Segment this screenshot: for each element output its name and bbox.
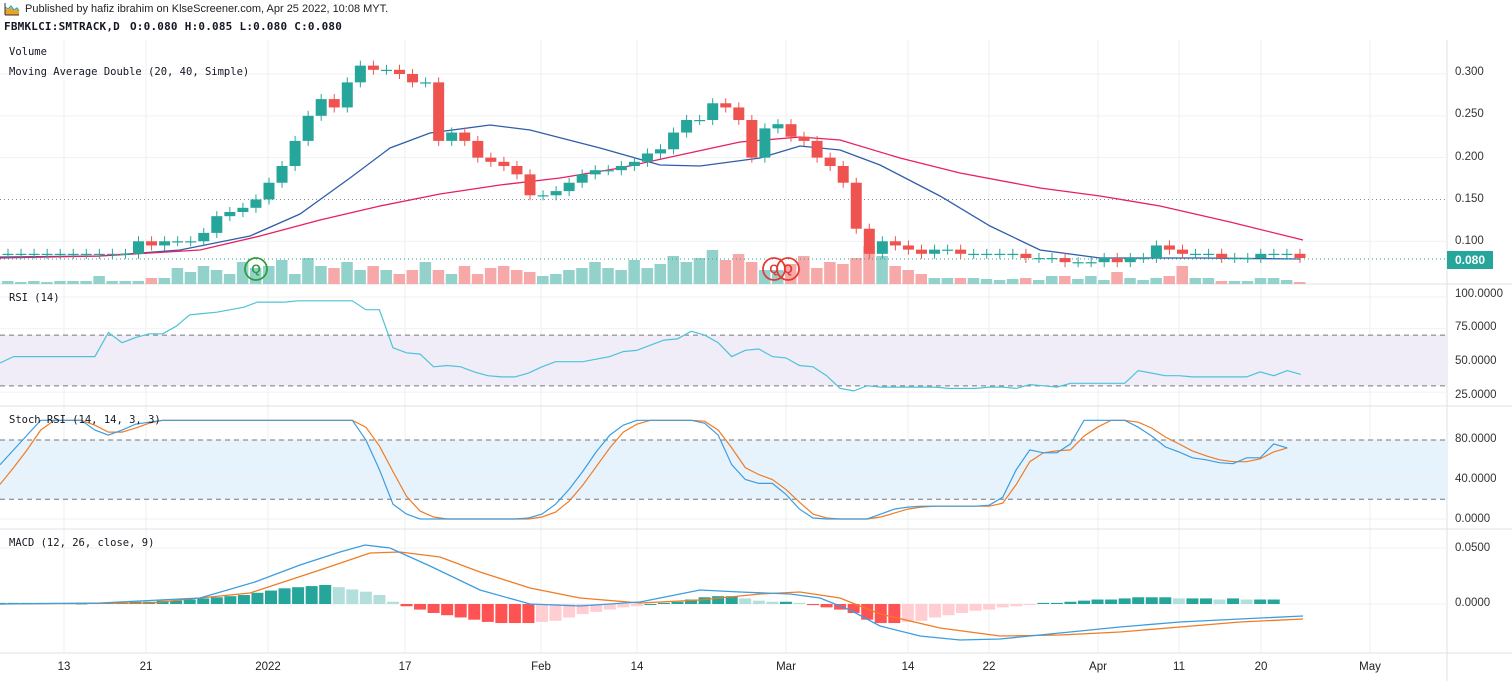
macd-line [0, 544, 1304, 641]
stoch-axis-tick: 0.0000 [1455, 513, 1491, 525]
time-axis-tick: 14 [901, 661, 915, 673]
time-axis-tick: Mar [776, 661, 796, 673]
q-signal-marker-icon: Q [762, 257, 786, 281]
klsescreener-logo-icon [4, 2, 20, 16]
time-axis-tick: 20 [1254, 661, 1268, 673]
rsi-axis-tick: 75.0000 [1455, 321, 1497, 333]
rsi-axis-tick: 25.0000 [1455, 389, 1497, 401]
rsi-label[interactable]: RSI (14) [9, 292, 60, 304]
stoch-axis-tick: 80.0000 [1455, 433, 1497, 445]
candlesticks [2, 60, 1306, 268]
svg-text:Q: Q [769, 262, 778, 276]
rsi-axis-tick: 100.0000 [1455, 288, 1503, 300]
macd-axis-tick: 0.0500 [1455, 542, 1491, 554]
stoch-axis-tick: 40.0000 [1455, 473, 1497, 485]
symbol-name: FBMKLCI:SMTRACK,D [4, 20, 120, 33]
time-axis-tick: 13 [57, 661, 71, 673]
time-axis-tick: 22 [982, 661, 996, 673]
macd-axis-tick: 0.0000 [1455, 597, 1491, 609]
stoch-rsi-label[interactable]: Stoch RSI (14, 14, 3, 3) [9, 414, 161, 426]
ohlc-low: L:0.080 [239, 20, 288, 33]
volume-label[interactable]: Volume [9, 46, 47, 58]
rsi-line [0, 300, 1301, 392]
time-axis-tick: 17 [398, 661, 412, 673]
time-axis-tick: 11 [1173, 661, 1185, 673]
ma-double-label[interactable]: Moving Average Double (20, 40, Simple) [9, 66, 250, 78]
macd-label[interactable]: MACD (12, 26, close, 9) [9, 537, 155, 549]
time-axis-tick: May [1359, 661, 1381, 673]
price-axis-tick: 0.200 [1455, 151, 1484, 163]
svg-text:Q: Q [783, 262, 792, 276]
price-axis-tick: 0.150 [1455, 193, 1484, 205]
price-axis-tick: 0.250 [1455, 108, 1484, 120]
symbol-ohlc-line: FBMKLCI:SMTRACK,D O:0.080 H:0.085 L:0.080 C:… [4, 20, 342, 33]
ohlc-close: C:0.080 [294, 20, 343, 33]
ma40-line [0, 136, 1304, 259]
stoch-k-line [0, 419, 1288, 520]
last-price-tag: 0.080 [1447, 251, 1493, 269]
macd-histogram [0, 584, 1280, 624]
ohlc-high: H:0.085 [184, 20, 233, 33]
time-axis-tick: 14 [630, 661, 644, 673]
ma20-line [0, 124, 1301, 260]
macd-signal-line [0, 551, 1304, 637]
ohlc-open: O:0.080 [129, 20, 178, 33]
publisher-header: Published by hafiz ibrahim on KlseScreen… [4, 2, 388, 16]
publisher-text: Published by hafiz ibrahim on KlseScreen… [25, 3, 389, 15]
svg-text:Q: Q [251, 262, 260, 276]
volume-bars [2, 246, 1306, 284]
rsi-axis-tick: 50.0000 [1455, 355, 1497, 367]
time-axis-tick: 21 [139, 661, 153, 673]
time-axis-tick: Apr [1089, 661, 1107, 673]
price-axis-tick: 0.100 [1455, 235, 1484, 247]
q-signal-marker-icon: Q [244, 257, 268, 281]
time-axis-tick: Feb [531, 661, 551, 673]
q-signal-marker-icon: Q [776, 257, 800, 281]
price-axis-tick: 0.300 [1455, 66, 1484, 78]
time-axis-tick: 2022 [255, 661, 281, 673]
